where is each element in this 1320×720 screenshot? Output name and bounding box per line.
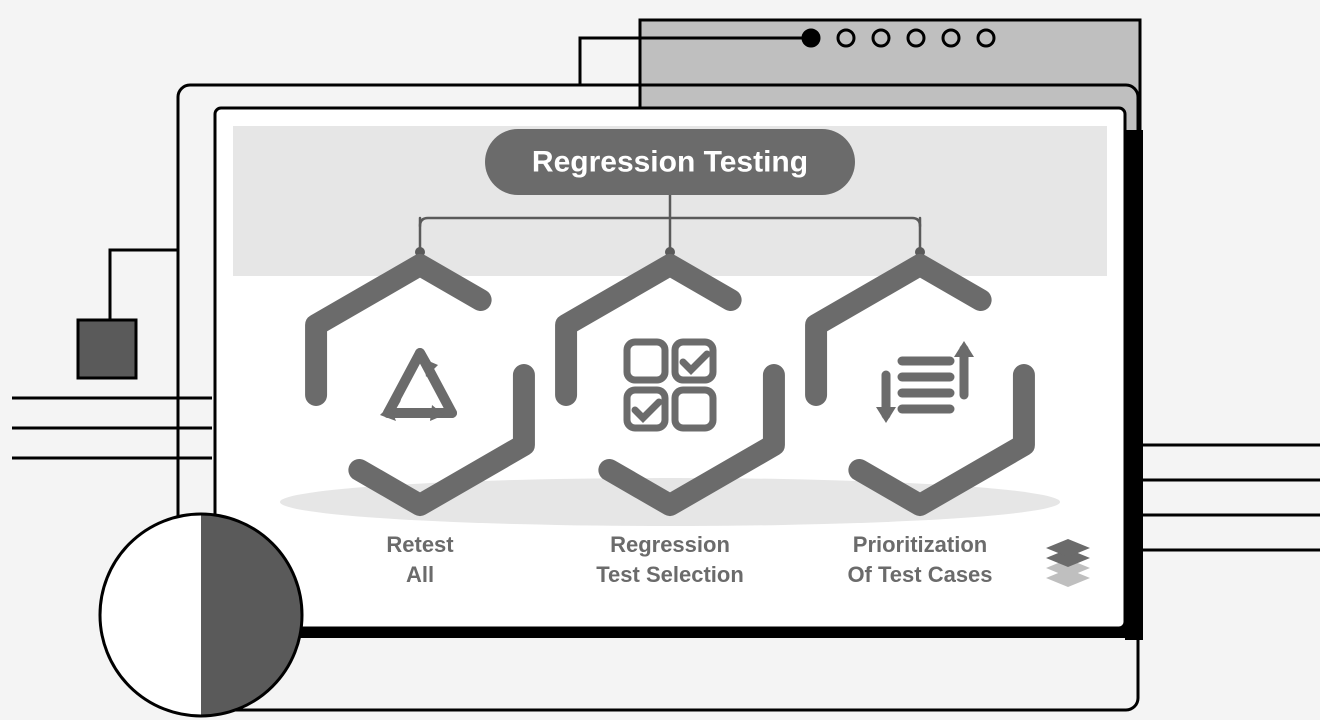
hex-label-line2: Of Test Cases: [847, 562, 992, 587]
card-shadow-right: [1125, 130, 1143, 640]
hex-label-line1: Prioritization: [853, 532, 987, 557]
decor-stacked-lines: [12, 398, 212, 458]
hex-label-line1: Retest: [386, 532, 454, 557]
hex-label-line2: Test Selection: [596, 562, 744, 587]
decor-small-square: [78, 320, 136, 378]
decor-connector-left: [110, 250, 178, 320]
hex-label-line2: All: [406, 562, 434, 587]
title-text: Regression Testing: [532, 146, 808, 179]
hex-label-line1: Regression: [610, 532, 730, 557]
decor-half-circle: [100, 514, 302, 716]
diagram-canvas: Regression Testing Retest All Regression Te…: [0, 0, 1320, 720]
